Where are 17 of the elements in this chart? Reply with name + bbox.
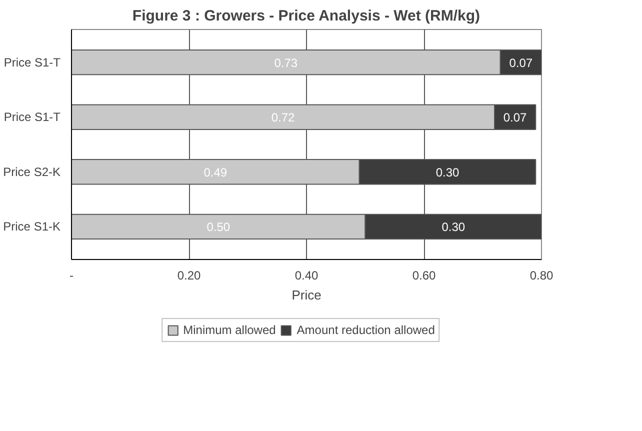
data-label: 0.30 [442,220,466,234]
legend-label: Minimum allowed [183,323,276,337]
data-label: 0.07 [509,56,533,70]
x-tick-label: 0.60 [412,268,436,282]
data-label: 0.30 [436,165,460,180]
legend-label: Amount reduction allowed [296,323,435,337]
y-tick-label: Price S1-T [4,110,62,124]
x-tick-label: 0.40 [294,268,319,282]
chart-title: Figure 3 : Growers - Price Analysis - Wet (RM/kg) [132,8,480,24]
x-axis-title: Price [292,288,322,302]
x-tick-label: - [70,268,74,282]
data-label: 0.07 [503,110,528,125]
y-tick-label: Price S2-K [3,164,61,179]
x-tick-label: 0.80 [530,268,554,282]
y-tick-label: Price S1-T [4,55,62,70]
y-tick-label: Price S1-K [3,220,61,234]
x-tick-label: 0.20 [177,268,202,282]
